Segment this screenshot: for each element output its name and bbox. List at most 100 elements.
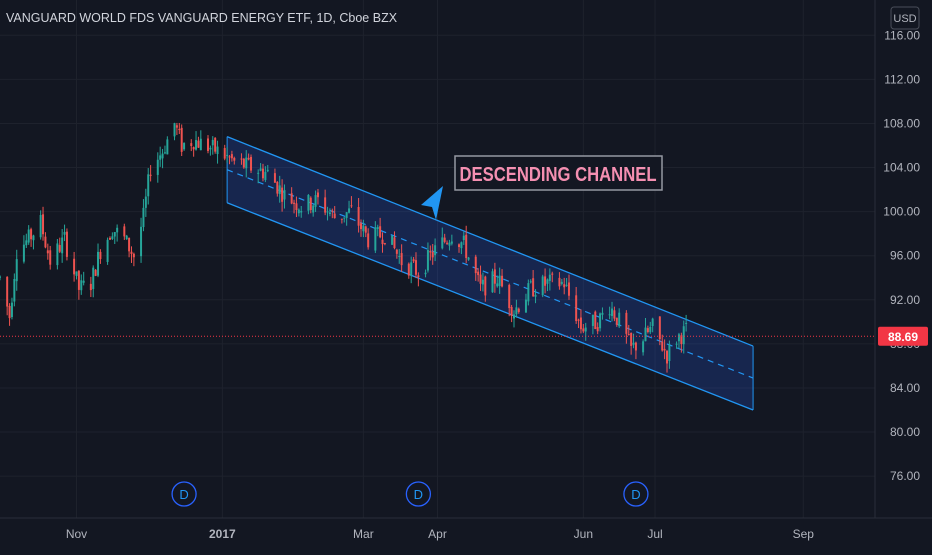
candle-body xyxy=(579,317,582,330)
candle-body xyxy=(584,327,587,332)
candle-body xyxy=(560,281,563,284)
candle-body xyxy=(465,234,468,258)
candle-body xyxy=(65,231,68,257)
candle-body xyxy=(175,125,178,128)
candle-body xyxy=(233,157,236,161)
time-axis-panel[interactable] xyxy=(0,518,932,550)
candle-body xyxy=(94,269,97,276)
candle-body xyxy=(491,271,494,293)
candle-body xyxy=(163,152,166,154)
candle-body xyxy=(30,229,33,240)
channel-lower-line[interactable] xyxy=(226,202,754,411)
candle-body xyxy=(228,156,231,158)
annotation[interactable]: DESCENDING CHANNEL xyxy=(421,155,663,220)
annotation-text: DESCENDING CHANNEL xyxy=(460,164,657,186)
dividend-marker[interactable]: D xyxy=(171,481,197,507)
candle-body xyxy=(226,154,229,156)
candle-body xyxy=(481,279,484,285)
candle-body xyxy=(458,244,461,247)
candle-body xyxy=(634,342,637,351)
candle-body xyxy=(293,202,296,204)
candle-body xyxy=(563,284,566,288)
candle-body xyxy=(658,316,661,340)
time-tick-label: Nov xyxy=(66,527,87,541)
candle-body xyxy=(61,237,64,254)
candle-body xyxy=(15,259,18,282)
candle-body xyxy=(524,299,527,313)
candle-body xyxy=(532,278,535,297)
candle-body xyxy=(75,271,78,276)
candle-body xyxy=(27,229,30,243)
candle-body xyxy=(42,214,45,235)
candle-body xyxy=(77,270,80,290)
candle-body xyxy=(245,157,248,169)
candle-body xyxy=(513,314,516,319)
candle-body xyxy=(682,326,685,345)
candle-body xyxy=(477,271,480,276)
candle-body xyxy=(601,312,604,315)
candle-body xyxy=(663,348,666,351)
candle-body xyxy=(558,277,561,287)
dividend-label: D xyxy=(631,487,640,502)
candle-body xyxy=(596,327,599,332)
candles xyxy=(0,122,688,373)
candle-body xyxy=(345,212,348,218)
candle-body xyxy=(6,276,9,307)
candle-body xyxy=(661,341,664,351)
candle-body xyxy=(250,156,253,171)
candle-body xyxy=(0,276,1,278)
candle-body xyxy=(123,226,126,237)
candle-body xyxy=(367,233,370,248)
candle-body xyxy=(541,276,544,296)
candle-body xyxy=(398,256,401,258)
candle-body xyxy=(183,143,186,150)
candle-body xyxy=(149,174,152,176)
candle-body xyxy=(510,306,513,316)
arrow-icon[interactable] xyxy=(421,186,443,220)
candle-body xyxy=(625,312,628,334)
candle-body xyxy=(527,283,530,302)
candle-body xyxy=(551,273,554,275)
dividend-marker[interactable]: D xyxy=(623,481,649,507)
price-tick-label: 112.00 xyxy=(884,72,920,86)
candle-body xyxy=(376,227,379,230)
candle-body xyxy=(498,275,501,286)
candle-body xyxy=(192,147,195,150)
channel-upper-line[interactable] xyxy=(226,136,754,347)
candle-body xyxy=(484,276,487,296)
candle-body xyxy=(577,319,580,321)
currency-button[interactable] xyxy=(890,6,920,30)
candle-body xyxy=(92,267,95,290)
candle-body xyxy=(618,312,621,327)
candle-body xyxy=(431,252,434,258)
candle-body xyxy=(199,138,202,151)
time-tick-label: Sep xyxy=(793,527,815,541)
candle-body xyxy=(125,235,128,240)
candle-body xyxy=(414,260,417,275)
candle-body xyxy=(290,193,293,204)
annotation-box[interactable] xyxy=(454,155,663,191)
candle-body xyxy=(147,174,150,197)
candle-body xyxy=(316,192,319,198)
candle-body xyxy=(80,280,83,291)
time-tick-label: Mar xyxy=(353,527,374,541)
candle-body xyxy=(281,187,284,202)
dividend-circle xyxy=(623,481,649,507)
candle-body xyxy=(374,227,377,251)
candle-body xyxy=(166,139,169,155)
candle-body xyxy=(467,257,470,260)
time-tick-label: Jul xyxy=(647,527,662,541)
candle-body xyxy=(529,281,532,283)
candle-body xyxy=(675,343,678,345)
price-axis-panel[interactable] xyxy=(875,0,932,550)
candle-body xyxy=(56,243,59,266)
candle-body xyxy=(108,237,111,240)
candle-body xyxy=(309,197,312,211)
dividend-marker[interactable]: D xyxy=(405,481,432,507)
candle-body xyxy=(646,328,649,333)
candle-body xyxy=(479,274,482,284)
candle-body xyxy=(615,317,618,325)
